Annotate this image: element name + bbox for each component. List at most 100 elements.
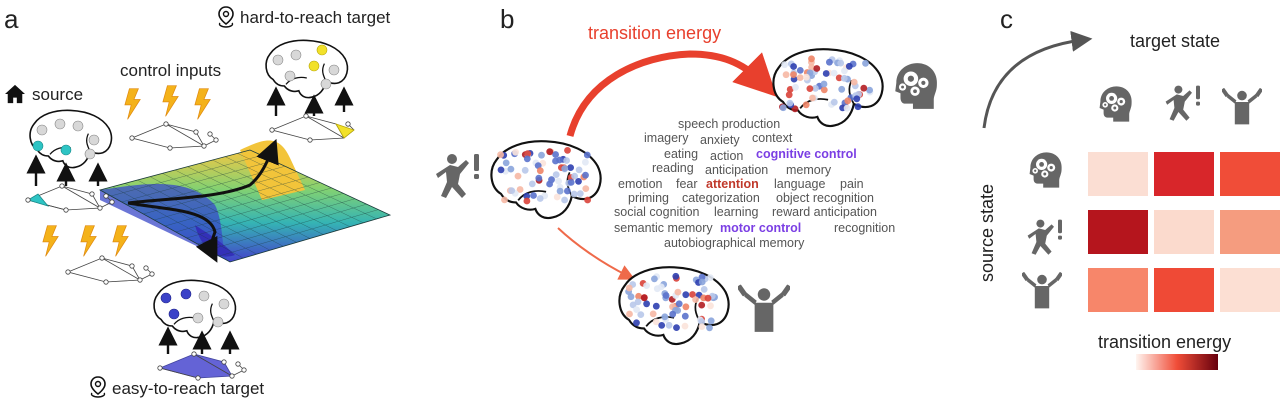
brain-region-dot [523,155,531,163]
word-cloud-term: priming [628,191,669,205]
brain-region-dot [661,313,669,321]
brain-region-dot [514,172,522,180]
brain-region-dot [698,323,706,330]
brain-region-dot [860,84,868,92]
target-state-label: target state [1130,31,1221,51]
panel-label-a: a [4,4,19,34]
brain-region-dot [552,171,560,179]
brain-region-dot [567,164,574,172]
lightning-bolt-icon [112,225,129,257]
brain-region-dot [508,187,516,195]
brain-region-dot [802,101,810,109]
word-cloud-term: object recognition [776,191,874,205]
source-label: source [32,85,84,104]
brain-region-dot [523,192,531,200]
col-person-dumbbell-icon [1222,87,1262,125]
brain-region-dot [791,105,799,113]
brain-region-dot [781,61,788,69]
word-cloud-term: context [752,131,793,145]
brain-region-dot [682,303,690,311]
colorbar [1136,354,1218,370]
brain-region-dot [640,294,648,302]
easy-target-nodes [160,288,230,328]
brain-region-dot [571,172,578,180]
word-cloud-term: reward anticipation [772,205,877,219]
brain-region-dot [692,296,699,303]
source-nodes [32,118,100,160]
brain-region-dot [521,166,529,174]
brain-region-dot [808,55,815,63]
heatmap-cell [1220,268,1280,312]
brain-region-dot [528,180,536,188]
brain-region-dot [584,196,591,204]
hard-target-nodes [272,44,340,90]
brain-region-dot [497,166,505,174]
brain-region-dot [689,291,696,298]
brain-region-dot [698,273,706,281]
brain-region-dot [681,312,689,320]
heatmap-cell [1088,210,1148,254]
brain-region-dot [651,275,658,283]
brain-region-dot [535,174,543,182]
panel-label-b: b [500,4,515,34]
heatmap-cell [1220,210,1280,254]
brain-region-dot [796,74,804,81]
brain-region-dot [536,167,544,175]
brain-region-dot [866,86,873,94]
brain-region-dot [538,151,545,159]
brain-region-dot [672,272,680,280]
brain-region-dot [662,292,670,299]
brain-region-dot [681,322,689,330]
heatmap-cell [1154,210,1214,254]
brain-region-dot [806,85,814,92]
control-network-bottom [65,255,155,285]
word-cloud-term: semantic memory [614,221,713,235]
brain-region-dot [576,190,584,198]
brain-region-dot [822,70,830,77]
brain-region-dot [643,282,650,289]
brain-region-dot [552,151,559,158]
brain-region-dot [835,74,843,82]
word-cloud-term: pain [840,177,864,191]
brain-region-dot [779,104,787,112]
source-state-label: source state [977,183,997,282]
brain-region-dot [575,166,583,174]
brain-region-dot [707,317,715,325]
control-inputs-label: control inputs [120,61,222,80]
brain-region-dot [782,71,790,79]
head-gears-icon [895,63,937,109]
brain-region-dot [790,71,797,78]
word-cloud-term: autobiographical memory [664,236,805,250]
word-cloud-term: speech production [678,117,781,131]
brain-region-dot [786,86,794,93]
word-cloud-term: motor control [720,221,802,235]
brain-region-dot [853,95,861,103]
brain-region-dot [850,78,858,86]
hard-target-network [269,113,355,143]
colorbar-label: transition energy [1098,332,1232,352]
brain-region-dot [674,288,682,296]
brain-region-dot [837,59,845,67]
brain-region-dot [790,63,797,70]
easy-target-label: easy-to-reach target [112,379,265,398]
brain-region-dot [564,147,571,154]
brain-region-dot [582,158,589,166]
brain-region-dot [682,291,690,299]
brain-region-dot [669,310,677,318]
brain-region-dot [862,59,869,67]
word-cloud-term: emotion [618,177,663,191]
lightning-bolt-icon [80,225,97,257]
brain-region-dot [813,65,821,72]
panel-b-artwork [436,48,937,346]
heatmap-cell [1088,268,1148,312]
brain-region-dot [820,86,828,94]
word-cloud-term: cognitive control [756,147,857,161]
brain-region-dot [838,85,846,93]
brain-region-dot [843,104,851,112]
brain-region-dot [706,274,714,281]
brain-region-dot [516,186,524,193]
panel-c-artwork [982,30,1280,370]
person-alert-icon [436,154,479,198]
